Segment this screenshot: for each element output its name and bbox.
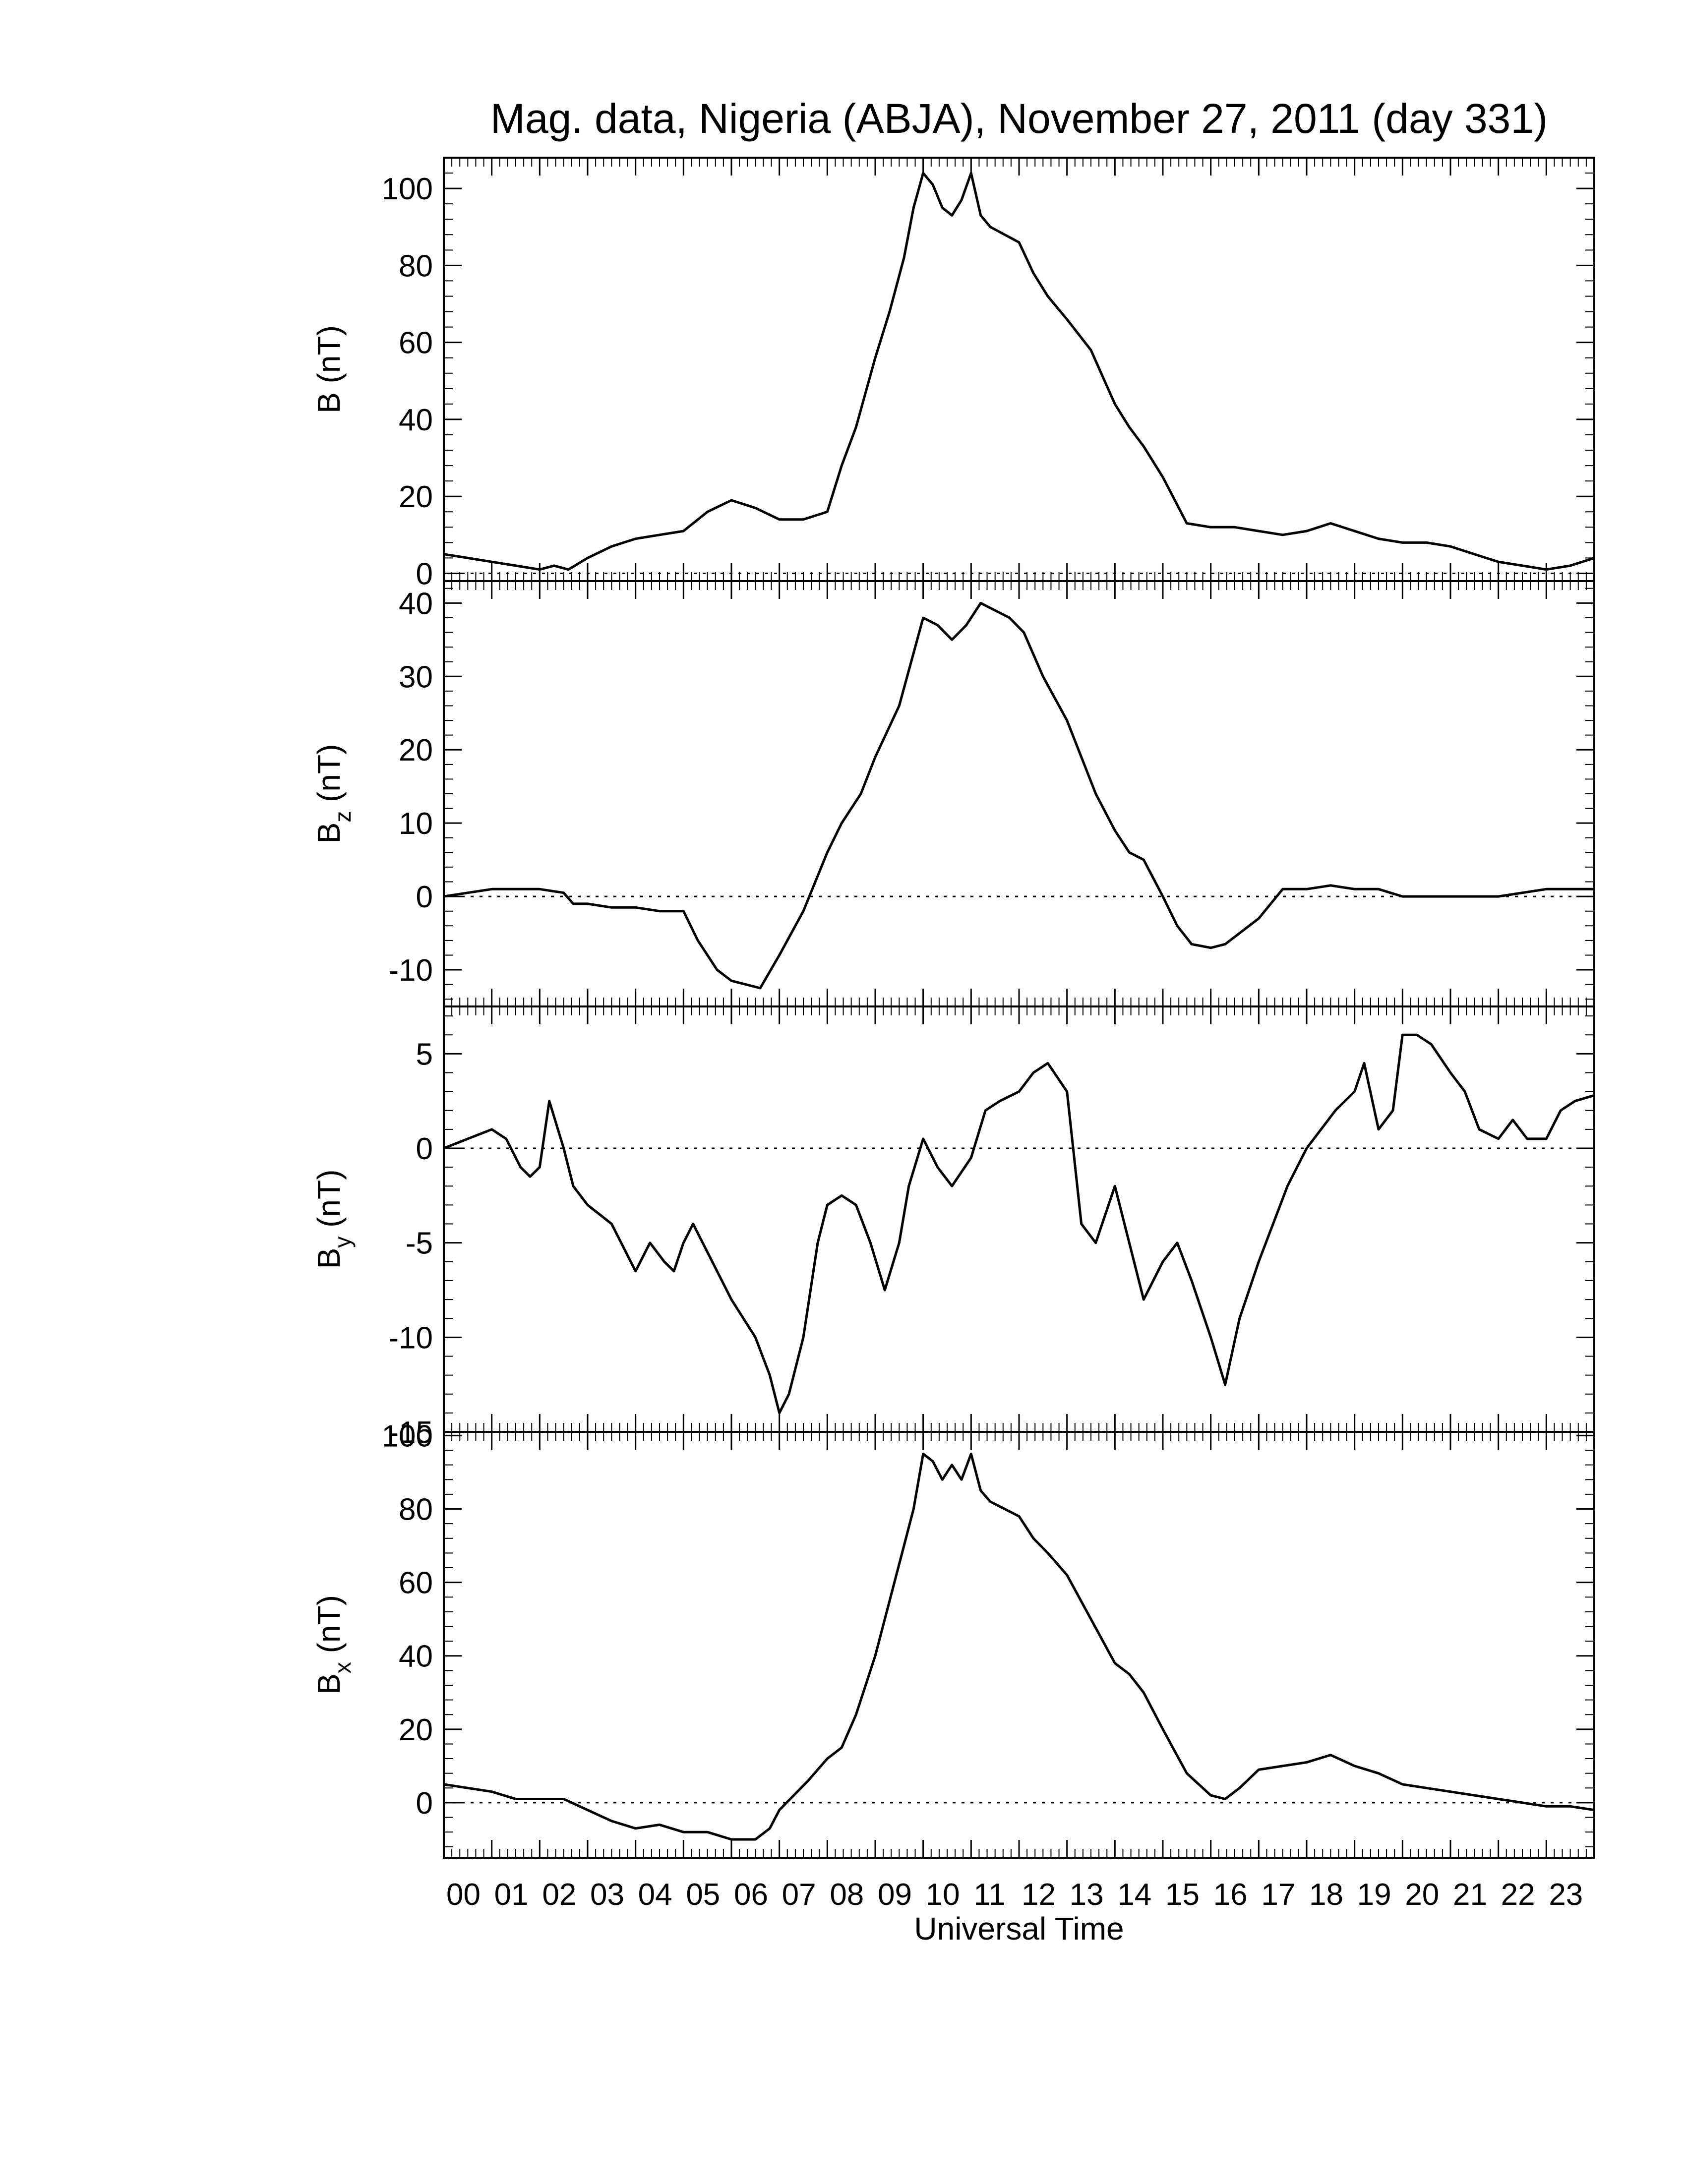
y-axis-label-unit: (nT) bbox=[311, 744, 347, 811]
y-axis-label-unit: (nT) bbox=[311, 325, 347, 392]
y-tick-label: 80 bbox=[399, 249, 433, 283]
x-tick-label: 11 bbox=[973, 1878, 1005, 1912]
y-axis-label-main: B bbox=[311, 1673, 347, 1695]
x-tick-label: 03 bbox=[590, 1878, 624, 1912]
y-tick-label: 0 bbox=[416, 880, 433, 914]
x-tick-label: 21 bbox=[1453, 1878, 1487, 1912]
y-tick-label: 80 bbox=[399, 1493, 433, 1527]
y-tick-label: 0 bbox=[416, 557, 433, 591]
y-axis-label: Bx (nT) bbox=[311, 1595, 356, 1695]
y-axis-label-subscript: x bbox=[330, 1662, 356, 1673]
y-tick-label: 40 bbox=[399, 403, 433, 437]
x-tick-label: 22 bbox=[1501, 1878, 1535, 1912]
y-tick-label: -10 bbox=[388, 953, 433, 988]
y-tick-label: 20 bbox=[399, 480, 433, 514]
series-line-By bbox=[443, 1033, 1595, 1415]
x-tick-label: 05 bbox=[686, 1878, 720, 1912]
chart-title: Mag. data, Nigeria (ABJA), November 27, … bbox=[490, 95, 1548, 142]
x-tick-label: 16 bbox=[1213, 1878, 1248, 1912]
x-tick-label: 17 bbox=[1261, 1878, 1295, 1912]
x-tick-label: 12 bbox=[1022, 1878, 1056, 1912]
y-tick-label: 20 bbox=[399, 733, 433, 767]
x-tick-label: 19 bbox=[1357, 1878, 1391, 1912]
series-line-Bz bbox=[443, 601, 1594, 990]
y-tick-label: 30 bbox=[399, 660, 433, 694]
x-axis: 00 01 02 03 04 05 06 07 08 09 10 11 12 13 14 15 16 17 18 19… bbox=[446, 1878, 1583, 1912]
y-tick-label: 0 bbox=[416, 1786, 433, 1821]
x-tick-label: 10 bbox=[926, 1878, 960, 1912]
x-tick-label: 00 bbox=[446, 1878, 481, 1912]
y-axis-label-main: B bbox=[311, 1248, 347, 1269]
y-tick-label: -10 bbox=[388, 1321, 433, 1355]
y-tick-label: 10 bbox=[399, 807, 433, 841]
x-tick-label: 07 bbox=[782, 1878, 816, 1912]
x-tick-label: 23 bbox=[1549, 1878, 1583, 1912]
series-line-Bx bbox=[443, 1452, 1595, 1841]
x-tick-label: 18 bbox=[1309, 1878, 1343, 1912]
x-tick-label: 08 bbox=[830, 1878, 864, 1912]
y-axis-label-unit: (nT) bbox=[311, 1595, 347, 1662]
x-tick-label: 14 bbox=[1117, 1878, 1151, 1912]
x-tick-label: 15 bbox=[1165, 1878, 1200, 1912]
y-axis-label-subscript: y bbox=[330, 1237, 356, 1248]
x-tick-label: 13 bbox=[1070, 1878, 1104, 1912]
y-axis-label: By (nT) bbox=[311, 1170, 356, 1269]
y-axis-label-unit: (nT) bbox=[311, 1170, 347, 1237]
y-tick-label: 40 bbox=[399, 1640, 433, 1674]
y-tick-label: 100 bbox=[382, 1419, 433, 1453]
y-tick-label: 60 bbox=[399, 326, 433, 360]
y-tick-label: 40 bbox=[399, 587, 433, 621]
y-tick-label: 5 bbox=[416, 1037, 433, 1071]
x-tick-label: 09 bbox=[878, 1878, 912, 1912]
y-axis-label: B (nT) bbox=[311, 325, 347, 413]
panel-B: 0 20 40 60 80 100 B (nT) bbox=[311, 157, 1595, 591]
x-axis-label: Universal Time bbox=[914, 1911, 1124, 1947]
panel-By: -15 -10 -5 0 5 By (nT) bbox=[311, 1005, 1595, 1450]
y-tick-label: 20 bbox=[399, 1713, 433, 1747]
y-axis-label: Bz (nT) bbox=[311, 744, 356, 844]
y-tick-label: -15 bbox=[388, 1416, 433, 1450]
y-tick-label: 0 bbox=[416, 1132, 433, 1166]
x-tick-label: 04 bbox=[638, 1878, 672, 1912]
x-tick-label: 02 bbox=[542, 1878, 576, 1912]
y-tick-label: 100 bbox=[382, 172, 433, 206]
y-axis-label-subscript: z bbox=[330, 811, 356, 823]
y-axis-label-main: B bbox=[311, 823, 347, 844]
x-tick-label: 20 bbox=[1405, 1878, 1439, 1912]
y-axis-label-main: B bbox=[311, 392, 347, 413]
panel-Bz: -10 0 10 20 30 40 Bz (nT) bbox=[311, 580, 1595, 1007]
x-tick-label: 01 bbox=[494, 1878, 529, 1912]
y-tick-label: -5 bbox=[406, 1227, 433, 1261]
y-tick-label: 60 bbox=[399, 1566, 433, 1600]
panel-Bx: 0 20 40 60 80 100 Bx (nT) bbox=[311, 1419, 1595, 1859]
x-tick-label: 06 bbox=[734, 1878, 768, 1912]
series-line-B bbox=[443, 172, 1595, 571]
